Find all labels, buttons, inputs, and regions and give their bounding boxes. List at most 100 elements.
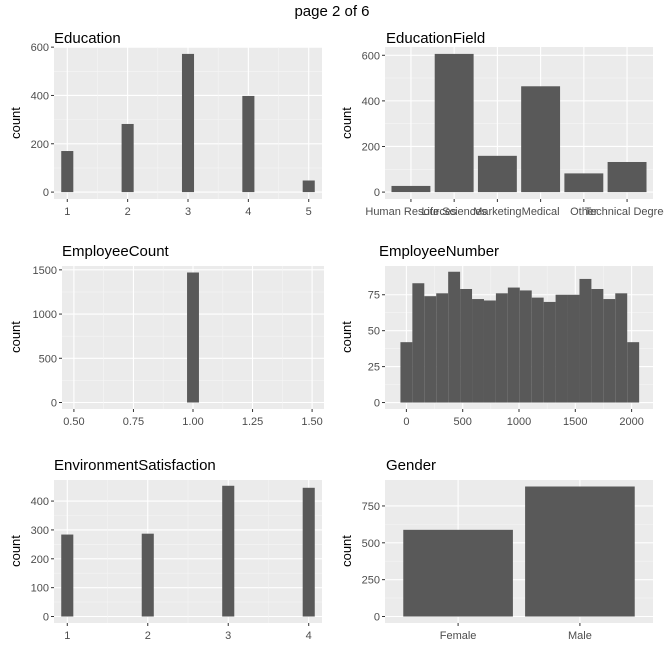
chart-4-bar (472, 299, 484, 403)
chart-6-y-tick-label: 750 (362, 501, 380, 513)
chart-4-y-tick-label: 25 (368, 362, 380, 374)
chart-6-x-tick-label: Male (568, 630, 592, 642)
chart-6-x-tick-label: Female (440, 630, 477, 642)
chart-4-bar (567, 294, 580, 403)
chart-3-title: EmployeeCount (62, 243, 170, 260)
chart-5-y-axis-label: count (8, 535, 23, 567)
chart-5-x-tick-label: 1 (64, 630, 70, 642)
chart-4-x-tick-label: 1000 (507, 416, 531, 428)
chart-5-y-tick-label: 0 (43, 612, 49, 624)
chart-4-bar (400, 342, 413, 403)
chart-1-bar (242, 95, 255, 193)
chart-1-title: Education (54, 30, 121, 47)
chart-4-x-tick-label: 2000 (619, 416, 643, 428)
chart-2-bar (434, 53, 474, 193)
chart-4-y-axis-label: count (339, 321, 354, 353)
chart-5-y-tick-label: 100 (31, 583, 49, 595)
chart-1-y-tick-label: 600 (31, 42, 49, 54)
chart-2-bar (391, 185, 431, 193)
chart-2-y-tick-label: 0 (374, 187, 380, 199)
chart-2-bar (521, 86, 561, 193)
chart-3-bar (187, 272, 199, 403)
chart-4-bar (436, 293, 449, 403)
chart-1-y-tick-label: 200 (31, 139, 49, 151)
chart-3-y-tick-label: 1500 (33, 265, 57, 277)
chart-3-x-tick-label: 0.50 (63, 416, 84, 428)
chart-1-bar (302, 180, 315, 193)
chart-3-x-tick-label: 1.25 (242, 416, 263, 428)
chart-5-x-tick-label: 4 (306, 630, 312, 642)
chart-4-bar (448, 271, 461, 403)
chart-3-y-tick-label: 1000 (33, 309, 57, 321)
chart-4-y-tick-label: 0 (374, 398, 380, 410)
chart-5-bar (302, 487, 315, 617)
chart-4-bar (579, 278, 592, 403)
chart-5-y-tick-label: 300 (31, 525, 49, 537)
chart-1-y-tick-label: 400 (31, 90, 49, 102)
chart-2-y-axis-label: count (339, 107, 354, 139)
chart-4-bar (531, 297, 544, 403)
chart-2-bar (607, 161, 647, 193)
chart-4-bar (555, 294, 568, 403)
chart-2-title: EducationField (386, 30, 485, 47)
chart-3-y-axis-label: count (8, 321, 23, 353)
chart-2-x-tick-label: Technical Degree (585, 206, 664, 218)
chart-4-bar (591, 288, 604, 403)
chart-4-x-tick-label: 0 (403, 416, 409, 428)
chart-4-bar (543, 301, 556, 403)
chart-4-x-tick-label: 1500 (563, 416, 587, 428)
chart-2-x-tick-label: Medical (522, 206, 560, 218)
chart-1-bar (181, 53, 195, 193)
chart-4-bar (615, 293, 628, 403)
chart-3-y-tick-label: 500 (39, 353, 57, 365)
chart-6-title: Gender (386, 457, 436, 474)
chart-1-bar (61, 151, 74, 193)
chart-4-bar (424, 296, 437, 403)
chart-6-y-tick-label: 250 (362, 575, 380, 587)
chart-1-x-tick-label: 1 (64, 206, 70, 218)
chart-5-bar (222, 485, 235, 617)
chart-6-y-axis-label: count (339, 535, 354, 567)
chart-5-title: EnvironmentSatisfaction (54, 457, 216, 474)
chart-5-x-tick-label: 2 (145, 630, 151, 642)
chart-1-bar (121, 123, 134, 193)
chart-6-bar (525, 486, 635, 617)
page-title: page 2 of 6 (294, 3, 370, 20)
chart-5-y-tick-label: 200 (31, 554, 49, 566)
chart-6-y-tick-label: 0 (374, 612, 380, 624)
chart-4-bar (460, 288, 473, 403)
chart-5-x-tick-label: 3 (225, 630, 231, 642)
chart-2-y-tick-label: 600 (362, 50, 380, 62)
chart-2-bar (564, 173, 604, 193)
chart-4-bar (483, 300, 496, 403)
chart-1-x-tick-label: 4 (245, 206, 251, 218)
chart-3-x-tick-label: 0.75 (123, 416, 144, 428)
chart-4-y-tick-label: 50 (368, 326, 380, 338)
chart-4-bar (627, 342, 640, 403)
chart-4-y-tick-label: 75 (368, 290, 380, 302)
chart-3-x-tick-label: 1.50 (301, 416, 322, 428)
chart-5-bar (141, 533, 154, 617)
chart-4-bar (507, 287, 520, 403)
chart-3-y-tick-label: 0 (51, 398, 57, 410)
chart-4-bar (519, 290, 532, 403)
chart-6-y-tick-label: 500 (362, 538, 380, 550)
chart-1-x-tick-label: 3 (185, 206, 191, 218)
chart-4-bar (495, 293, 508, 403)
chart-4-x-tick-label: 500 (454, 416, 472, 428)
chart-2-x-tick-label: Life Sciences (421, 206, 487, 218)
chart-2-bar (477, 155, 517, 193)
chart-1-x-tick-label: 5 (306, 206, 312, 218)
chart-5-y-tick-label: 400 (31, 496, 49, 508)
chart-2-x-tick-label: Human Resources (365, 206, 457, 218)
chart-5-bar (61, 534, 74, 617)
chart-1-y-axis-label: count (8, 107, 23, 139)
chart-2-x-tick-label: Marketing (473, 206, 521, 218)
chart-1-x-tick-label: 2 (125, 206, 131, 218)
chart-4-bar (412, 283, 425, 403)
chart-2-y-tick-label: 400 (362, 96, 380, 108)
chart-1-y-tick-label: 0 (43, 187, 49, 199)
chart-3-x-tick-label: 1.00 (182, 416, 203, 428)
chart-6-bar (403, 529, 513, 617)
